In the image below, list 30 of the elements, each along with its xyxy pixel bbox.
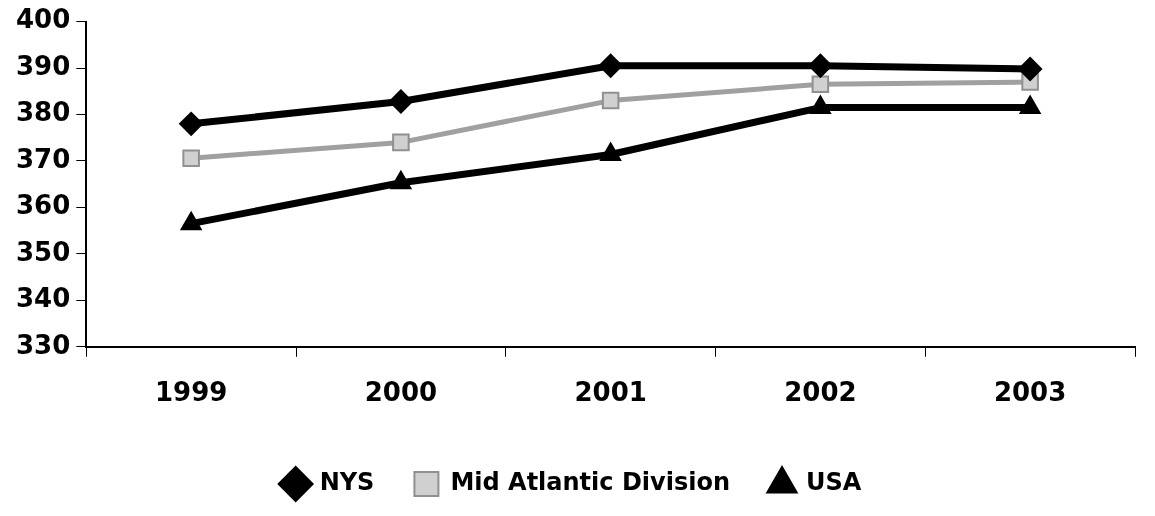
x-tick-label: 2002 [784, 377, 857, 408]
point [392, 133, 410, 152]
y-tick-label: 330 [15, 329, 71, 360]
y-tick-label: 400 [15, 4, 71, 35]
y-tick-label: 390 [15, 50, 71, 81]
point [808, 53, 833, 78]
y-tick-label: 350 [15, 236, 71, 267]
x-tick-label: 1999 [154, 377, 228, 408]
point [388, 89, 413, 114]
y-tick-label: 360 [15, 190, 71, 221]
point [1019, 95, 1041, 115]
point [601, 91, 620, 110]
point [811, 75, 830, 94]
point [180, 211, 202, 231]
x-tick-label: 2000 [364, 377, 438, 408]
y-tick-label: 370 [15, 143, 71, 174]
point [390, 170, 412, 190]
point [179, 111, 204, 136]
point [182, 149, 200, 167]
x-tick-label: 2001 [574, 377, 647, 408]
legend-label: NYS [319, 468, 375, 497]
y-tick-label: 340 [15, 283, 71, 314]
point [598, 53, 623, 78]
point [600, 142, 622, 161]
point [809, 95, 831, 115]
y-tick-label: 380 [15, 97, 71, 128]
x-tick-label: 2003 [993, 377, 1067, 408]
legend-label: USA [805, 468, 862, 497]
legend-label: Mid Atlantic Division [450, 468, 730, 497]
point [1018, 56, 1043, 81]
